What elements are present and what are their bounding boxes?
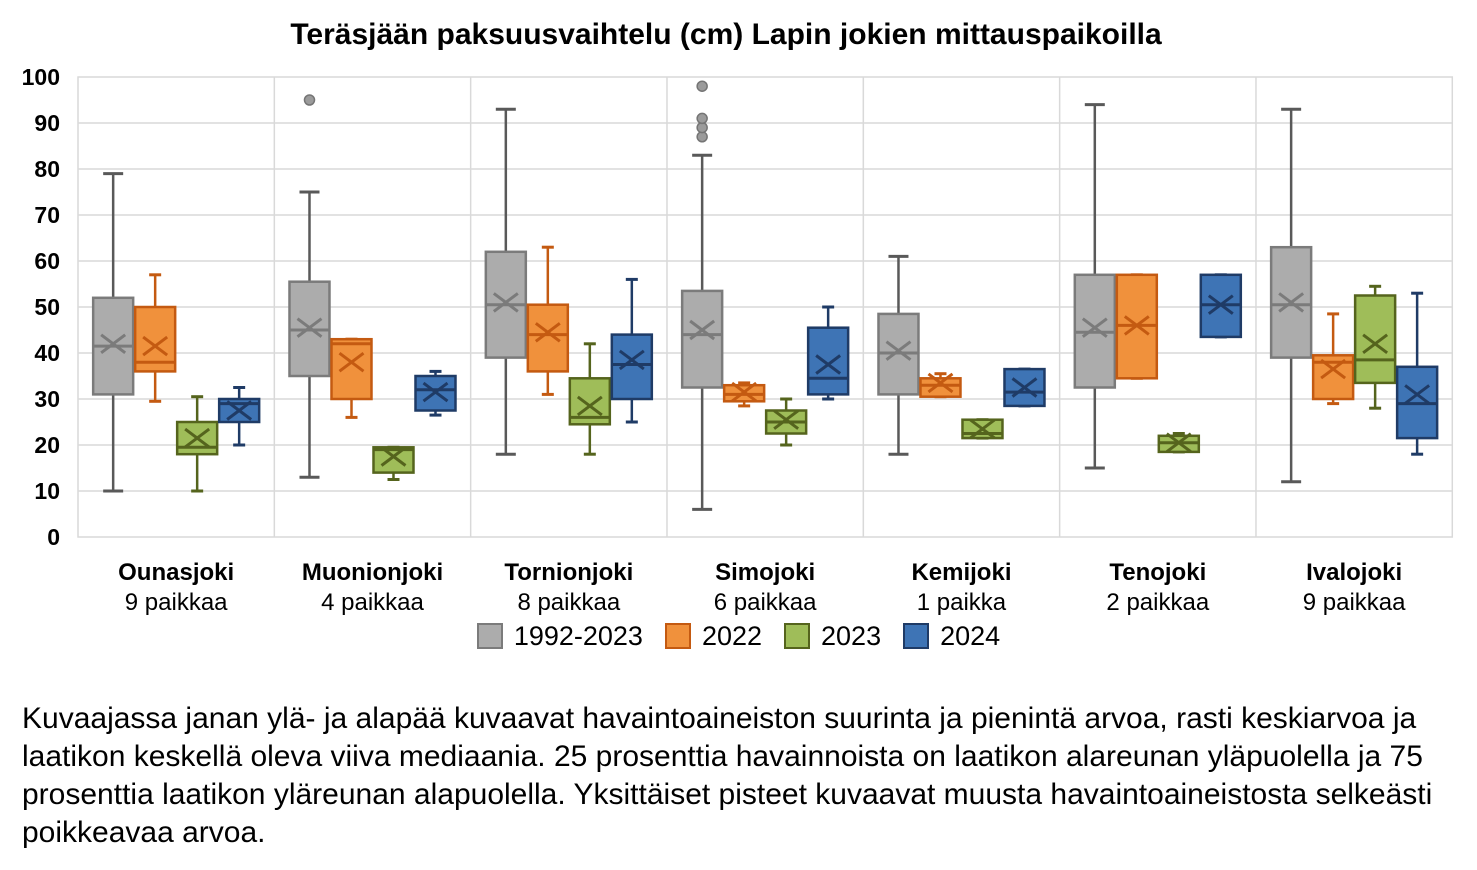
caption-line: prosenttia laatikon yläreunan alapuolell…	[22, 778, 1433, 811]
category-sublabel: 9 paikkaa	[1302, 589, 1406, 616]
category-group: Tenojoki 2 paikkaa	[1060, 558, 1256, 618]
legend-item-2023: 2023	[784, 622, 881, 650]
y-axis-tick-label: 70	[34, 202, 60, 228]
y-axis-tick-label: 10	[34, 478, 60, 504]
category-label: Kemijoki	[911, 559, 1012, 586]
category-label: Ivalojoki	[1306, 559, 1403, 586]
category-group: Muonionjoki 4 paikkaa	[274, 558, 470, 618]
chart-title: Teräsjään paksuusvaihtelu (cm) Lapin jok…	[290, 18, 1162, 51]
category-sublabel: 4 paikkaa	[321, 589, 424, 616]
category-label: Muonionjoki	[301, 559, 444, 586]
category-sublabel: 1 paikka	[916, 589, 1007, 616]
legend-item-2024: 2024	[903, 622, 1000, 650]
y-axis-tick-label: 60	[34, 248, 60, 274]
y-axis-tick-label: 0	[47, 524, 60, 550]
category-group: Kemijoki 1 paikka	[863, 558, 1059, 618]
category-sublabel: 2 paikkaa	[1106, 589, 1210, 616]
caption-line: Kuvaajassa janan ylä- ja alapää kuvaavat…	[22, 702, 1417, 735]
legend-swatch-gray	[476, 623, 503, 649]
category-sublabel: 9 paikkaa	[124, 589, 228, 616]
category-label: Tornionjoki	[504, 559, 634, 586]
y-axis-tick-label: 80	[34, 156, 60, 182]
legend-swatch-green	[784, 623, 811, 649]
y-axis-tick-label: 40	[34, 340, 60, 366]
legend-label: 2024	[940, 621, 1001, 651]
category-label: Ounasjoki	[118, 559, 235, 586]
category-group: Ivalojoki 9 paikkaa	[1256, 558, 1452, 618]
category-label: Simojoki	[715, 559, 816, 586]
category-group: Ounasjoki 9 paikkaa	[78, 558, 274, 618]
legend-label: 1992-2023	[513, 621, 643, 651]
caption-line: poikkeavaa arvoa.	[22, 816, 266, 849]
legend-label: 2023	[821, 621, 882, 651]
legend-label: 2022	[701, 621, 763, 651]
caption: Kuvaajassa janan ylä- ja alapää kuvaavat…	[22, 700, 1477, 852]
category-group: Tornionjoki 8 paikkaa	[471, 558, 667, 618]
y-axis-tick-label: 50	[34, 294, 60, 320]
legend-swatch-orange	[664, 623, 691, 649]
category-sublabel: 6 paikkaa	[713, 589, 817, 616]
y-axis-tick-label: 90	[34, 110, 60, 136]
y-axis-tick-label: 30	[34, 386, 60, 412]
caption-line: laatikon keskellä oleva viiva mediaania.…	[22, 740, 1423, 773]
legend: 1992-2023 2022 2023 2024	[0, 622, 1477, 650]
y-axis-tick-label: 100	[21, 64, 60, 90]
category-group: Simojoki 6 paikkaa	[667, 558, 863, 618]
category-sublabel: 8 paikkaa	[517, 589, 621, 616]
legend-item-1992-2023: 1992-2023	[476, 621, 643, 651]
y-axis-tick-label: 20	[34, 432, 60, 458]
legend-swatch-blue	[903, 623, 930, 649]
legend-item-2022: 2022	[664, 621, 763, 651]
category-label: Tenojoki	[1109, 559, 1207, 586]
